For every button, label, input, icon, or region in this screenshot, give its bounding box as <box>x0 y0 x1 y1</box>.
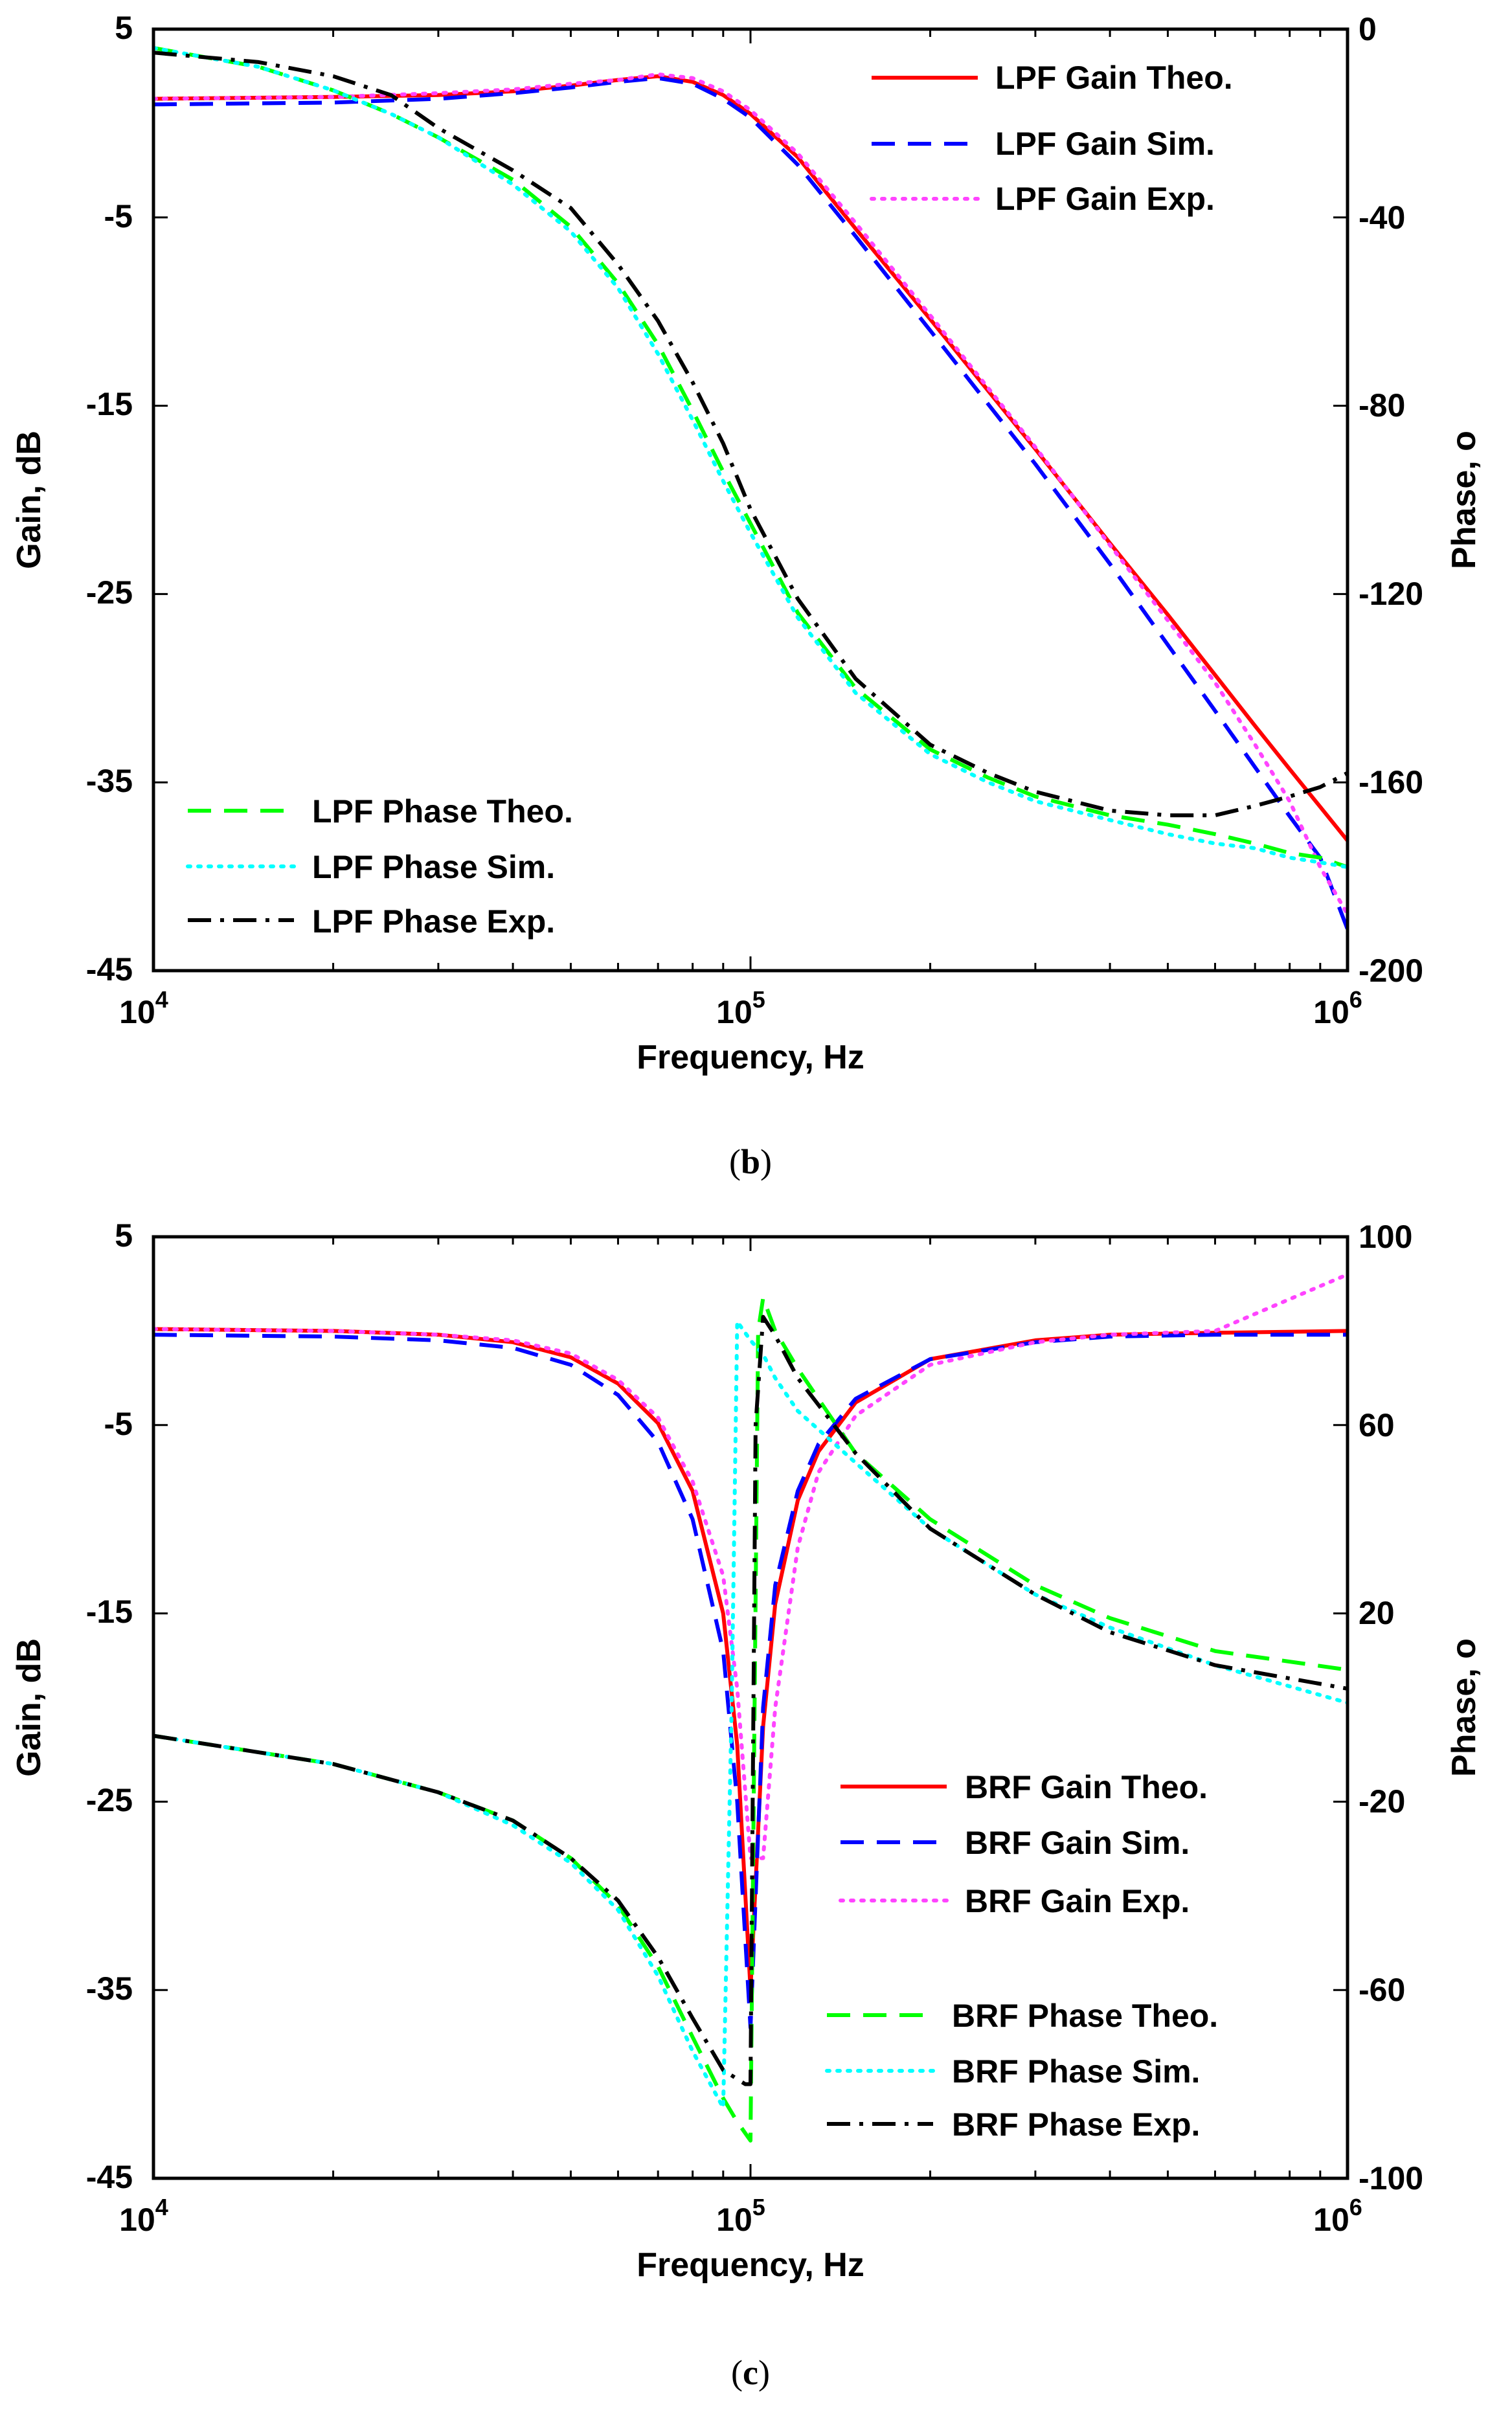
y-tick-label: -5 <box>104 1406 133 1442</box>
y-tick-label: 5 <box>115 1217 133 1254</box>
x-tick-label: 106 <box>1313 986 1362 1030</box>
legend-label: BRF Phase Exp. <box>952 2106 1200 2143</box>
x-tick-label: 105 <box>716 986 765 1030</box>
y2-tick-label: 20 <box>1359 1595 1395 1631</box>
plot-frame <box>152 1235 1349 2180</box>
y2-tick-label: -160 <box>1359 764 1423 800</box>
y2-axis-label: Phase, o <box>1445 431 1483 569</box>
panel-caption: (b) <box>729 1142 772 1181</box>
panel-caption: (c) <box>731 2353 770 2392</box>
y2-tick-label: -120 <box>1359 576 1423 612</box>
x-axis-label: Frequency, Hz <box>637 1039 864 1076</box>
x-tick-label: 106 <box>1313 2194 1362 2238</box>
legend-label: LPF Gain Sim. <box>995 126 1215 162</box>
y2-tick-label: 100 <box>1359 1219 1412 1255</box>
legend-label: BRF Phase Theo. <box>952 1998 1218 2034</box>
legend-label: BRF Gain Exp. <box>965 1883 1190 1919</box>
y2-tick-label: -20 <box>1359 1783 1405 1820</box>
y-tick-label: -5 <box>104 198 133 234</box>
series-line-lpf-gain-sim <box>153 76 1348 931</box>
y2-tick-label: -40 <box>1359 199 1405 236</box>
y-tick-label: -35 <box>86 1970 133 2007</box>
legend-phase: BRF Phase Theo. BRF Phase Sim. BRF Phase… <box>825 1998 1218 2143</box>
y-tick-label: -45 <box>86 951 133 987</box>
y-axis-label: Gain, dB <box>10 1638 48 1777</box>
y-tick-label: 5 <box>115 10 133 46</box>
y-tick-label: -25 <box>86 1782 133 1818</box>
y2-tick-label: -60 <box>1359 1972 1405 2008</box>
x-tick-label: 105 <box>716 2194 765 2238</box>
y2-axis-label: Phase, o <box>1445 1638 1483 1777</box>
series-line-brf-phase-exp <box>153 1314 1348 2086</box>
y2-tick-label: -200 <box>1359 953 1423 989</box>
y-tick-label: -45 <box>86 2159 133 2195</box>
y-tick-label: -35 <box>86 763 133 799</box>
legend-label: BRF Gain Sim. <box>965 1825 1190 1861</box>
legend-gain: BRF Gain Theo. BRF Gain Sim. BRF Gain Ex… <box>839 1769 1208 1919</box>
series-line-brf-phase-theo <box>153 1296 1348 2143</box>
legend-label: BRF Gain Theo. <box>965 1769 1208 1805</box>
legend-label: LPF Phase Theo. <box>312 793 573 829</box>
legend-label: LPF Phase Exp. <box>312 903 555 940</box>
panel-b: 5 -5 -15 -25 -35 -45 0 -40 -80 -120 -160… <box>10 10 1483 1181</box>
legend-label: LPF Gain Exp. <box>995 181 1215 217</box>
y-tick-label: -15 <box>86 386 133 422</box>
x-tick-label: 104 <box>119 2194 168 2238</box>
series-line-brf-phase-sim <box>153 1319 1348 2110</box>
y2-tick-label: -100 <box>1359 2160 1423 2196</box>
y-tick-label: -15 <box>86 1594 133 1630</box>
y-axis-label: Gain, dB <box>10 431 48 569</box>
series-line-lpf-phase-sim <box>153 46 1348 870</box>
x-axis-label: Frequency, Hz <box>637 2246 864 2284</box>
legend-label: LPF Phase Sim. <box>312 849 555 885</box>
series-line-lpf-phase-exp <box>153 51 1348 818</box>
legend-label: LPF Gain Theo. <box>995 60 1233 96</box>
legend-gain: LPF Gain Theo. LPF Gain Sim. LPF Gain Ex… <box>870 60 1233 217</box>
panel-c: 5 -5 -15 -25 -35 -45 100 60 20 -20 -60 -… <box>10 1217 1483 2392</box>
y2-tick-label: 0 <box>1359 11 1377 47</box>
legend-phase: LPF Phase Theo. LPF Phase Sim. LPF Phase… <box>186 793 573 940</box>
legend-label: BRF Phase Sim. <box>952 2053 1200 2090</box>
y2-tick-label: -80 <box>1359 387 1405 423</box>
y-tick-label: -25 <box>86 574 133 611</box>
x-tick-label: 104 <box>119 986 168 1030</box>
y2-tick-label: 60 <box>1359 1407 1395 1443</box>
plot-frame <box>152 27 1349 973</box>
